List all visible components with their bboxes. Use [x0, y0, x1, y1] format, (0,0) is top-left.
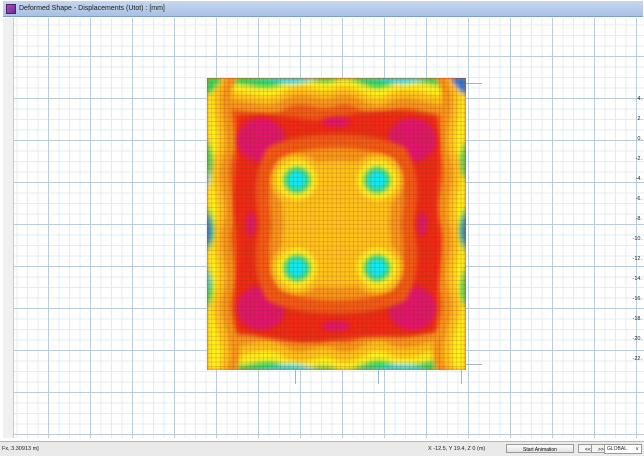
- legend-value: -14.: [632, 276, 642, 282]
- axis-guide-line: [295, 370, 296, 384]
- legend-value: -4.: [635, 176, 642, 182]
- left-toolbar-strip: [3, 18, 14, 438]
- legend-value: -22.: [632, 356, 642, 362]
- legend-value: -12.: [632, 256, 642, 262]
- legend-value: -18.: [632, 316, 642, 322]
- cursor-coordinates: X -12.5, Y 19.4, Z 0 (m): [428, 446, 486, 452]
- contour-svg: [207, 78, 466, 370]
- axis-guide-line: [466, 83, 482, 84]
- status-bar: Fx, 3.30913 m] X -12.5, Y 19.4, Z 0 (m) …: [0, 441, 644, 456]
- previous-step-button[interactable]: <<: [578, 444, 592, 453]
- deformed-shape-contour-plot[interactable]: [207, 78, 466, 370]
- start-animation-button[interactable]: Start Animation: [506, 444, 574, 453]
- chevron-down-icon: ∨: [635, 446, 639, 452]
- axis-guide-line: [378, 370, 379, 384]
- window-title-tab[interactable]: Deformed Shape - Displacements (Utot) : …: [3, 1, 643, 17]
- legend-value: -2.: [635, 156, 642, 162]
- legend-value: -6.: [635, 196, 642, 202]
- deformed-shape-icon: [6, 3, 16, 14]
- window-title: Deformed Shape - Displacements (Utot) : …: [19, 5, 165, 12]
- legend-value: -8.: [635, 216, 642, 222]
- axis-guide-line: [466, 364, 482, 365]
- next-step-button[interactable]: >>: [591, 444, 605, 453]
- legend-value: 4.: [637, 96, 642, 102]
- axis-guide-line: [461, 370, 462, 384]
- legend-value: -10.: [632, 236, 642, 242]
- legend-value: 2.: [637, 116, 642, 122]
- legend-value: 0.: [637, 136, 642, 142]
- legend-value: -16.: [632, 296, 642, 302]
- status-left-text: Fx, 3.30913 m]: [2, 446, 39, 452]
- coordinate-system-value: GLOBAL: [607, 446, 628, 452]
- legend-value: -20.: [632, 336, 642, 342]
- coordinate-system-select[interactable]: GLOBAL ∨: [604, 444, 642, 454]
